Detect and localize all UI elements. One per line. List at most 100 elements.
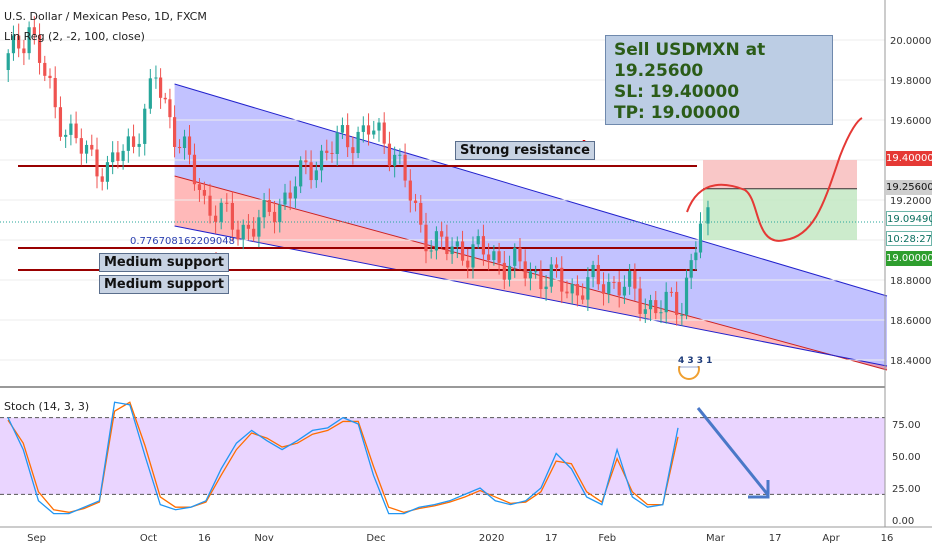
indicator-title: Lin Reg (2, -2, 100, close) <box>4 30 145 43</box>
candle-body <box>450 246 454 255</box>
trade-tp-text: TP: 19.00000 <box>614 103 741 123</box>
candle-body <box>481 236 486 255</box>
candle-body <box>43 62 47 76</box>
candle-body <box>69 123 73 135</box>
entry-price-tag: 19.25600 <box>886 180 932 195</box>
stoch-tick-label: 75.00 <box>892 420 921 431</box>
candle-body <box>202 189 207 196</box>
price-tick-label: 19.80000 <box>890 76 932 87</box>
candle-body <box>554 264 559 268</box>
candle-body <box>219 202 223 222</box>
candle-body <box>601 284 606 294</box>
candle-body <box>252 228 256 237</box>
candle-body <box>684 277 689 315</box>
time-tick-label: Mar <box>706 533 726 544</box>
stoch-title: Stoch (14, 3, 3) <box>4 400 90 413</box>
forecast-arrow-shaft <box>696 407 770 496</box>
candle-body <box>654 300 658 314</box>
event-badge-text: 4 3 3 1 <box>678 356 713 366</box>
time-axis[interactable]: Sep Oct 16 Nov Dec 2020 17 Feb Mar 17 Apr 16 <box>27 533 893 544</box>
tp-price-tag: 19.00000 <box>886 251 932 266</box>
candle-body <box>22 48 26 54</box>
candle-body <box>413 200 418 203</box>
candle-body <box>143 108 147 144</box>
candle-body <box>230 202 234 230</box>
candle-body <box>669 291 674 293</box>
candle-body <box>622 286 627 296</box>
candle-body <box>356 131 360 154</box>
candle-body <box>680 314 684 316</box>
symbol-title: U.S. Dollar / Mexican Peso, 1D, FXCM <box>4 10 207 23</box>
candle-body <box>689 260 693 278</box>
candle-body <box>208 195 212 216</box>
stoch-tick-label: 25.00 <box>892 484 921 495</box>
price-tick-label: 19.20000 <box>890 196 932 207</box>
candle-body <box>507 265 512 280</box>
time-tick-label: Apr <box>822 533 840 544</box>
candle-body <box>335 132 339 154</box>
time-tick-label: Dec <box>366 533 385 544</box>
trade-sl-text: SL: 19.40000 <box>614 82 740 102</box>
candle-body <box>544 286 548 290</box>
candle-body <box>214 215 218 222</box>
time-tick-label: Feb <box>598 533 616 544</box>
candle-body <box>58 107 63 137</box>
medium-support-label-2[interactable]: Medium support <box>99 275 230 294</box>
candle-body <box>617 282 621 296</box>
medium-support-label-1[interactable]: Medium support <box>99 253 230 272</box>
candle-body <box>698 223 703 253</box>
time-tick-label: Oct <box>140 533 157 544</box>
candle-body <box>325 150 329 153</box>
stoch-axis[interactable]: 75.00 50.00 25.00 0.00 <box>892 420 921 527</box>
candle-body <box>403 154 407 181</box>
candle-body <box>346 125 350 148</box>
candle-body <box>246 224 251 229</box>
candle-body <box>90 144 94 150</box>
candle-body <box>387 143 392 166</box>
candle-body <box>283 192 287 205</box>
candle-body <box>643 309 647 314</box>
candle-body <box>236 229 240 240</box>
trade-box[interactable]: Sell USDMXN at 19.25600 SL: 19.40000 TP:… <box>605 35 833 125</box>
candle-body <box>502 262 506 280</box>
candle-body <box>377 122 381 131</box>
candle-body <box>148 78 152 109</box>
candle-body <box>105 162 110 182</box>
candle-body <box>111 152 115 163</box>
candle-body <box>192 154 197 185</box>
candle-body <box>664 291 668 313</box>
candle-body <box>314 170 318 181</box>
candle-body <box>37 34 42 63</box>
candle-body <box>182 136 187 149</box>
trade-entry-text: Sell USDMXN at 19.25600 <box>614 40 766 81</box>
candle-body <box>172 117 177 147</box>
time-tick-label: Sep <box>27 533 46 544</box>
candle-body <box>158 77 163 98</box>
price-tick-label: 19.60000 <box>890 116 932 127</box>
price-axis[interactable]: 20.0000019.8000019.6000019.4000019.20000… <box>890 36 932 367</box>
candle-body <box>27 27 31 54</box>
candle-body <box>163 97 167 100</box>
candle-body <box>79 138 83 154</box>
strong-resistance-label[interactable]: Strong resistance <box>455 141 595 160</box>
candle-body <box>197 184 202 190</box>
candle-body <box>6 53 10 70</box>
candle-body <box>393 154 397 166</box>
candle-body <box>648 300 653 310</box>
candle-body <box>288 192 292 199</box>
candle-body <box>586 277 590 300</box>
regression-upper-line <box>174 83 888 297</box>
candle-body <box>518 247 522 262</box>
candle-body <box>84 144 89 154</box>
candle-body <box>419 202 423 225</box>
time-tick-label: 2020 <box>479 533 504 544</box>
candle-body <box>126 136 130 151</box>
candle-body <box>177 146 182 149</box>
candle-body <box>11 35 16 54</box>
candlestick-series <box>6 16 710 326</box>
candle-body <box>257 217 261 237</box>
candle-body <box>581 295 585 300</box>
candle-body <box>121 150 125 161</box>
candle-body <box>612 281 616 283</box>
